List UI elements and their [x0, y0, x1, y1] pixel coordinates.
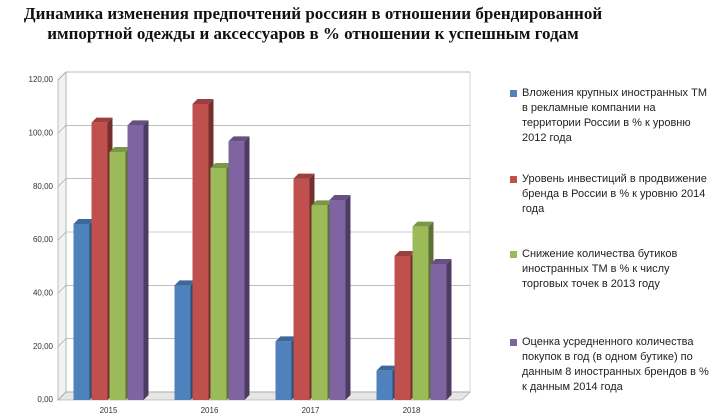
bar-side: [446, 259, 452, 400]
bar-front: [311, 205, 328, 400]
legend-swatch: [510, 251, 517, 258]
bar-top: [311, 200, 333, 206]
bar: [394, 251, 416, 400]
bar: [412, 221, 434, 400]
bar-side: [143, 120, 149, 400]
bar-front: [394, 256, 411, 400]
bar-side: [244, 136, 250, 401]
y-tick-label: 100,00: [29, 128, 54, 137]
bar-front: [210, 168, 227, 400]
bar-front: [329, 200, 346, 400]
legend-label: Уровень инвестиций в продвижение бренда …: [522, 173, 707, 215]
x-tick-label: 2015: [100, 406, 118, 415]
bar-front: [127, 125, 144, 400]
bar: [430, 259, 452, 400]
y-tick-label: 40,00: [33, 288, 54, 297]
bar: [210, 163, 232, 400]
x-tick-label: 2017: [302, 406, 320, 415]
bar-top: [73, 219, 95, 224]
y-tick-label: 120,00: [29, 75, 54, 84]
bar-top: [91, 117, 113, 123]
legend-swatch: [510, 90, 517, 97]
bar-front: [293, 178, 310, 400]
grid-line: [57, 71, 470, 81]
bar: [73, 219, 95, 400]
legend-label: Вложения крупных иностранных ТМ в реклам…: [522, 87, 707, 144]
bar-top: [376, 365, 398, 371]
bar: [329, 195, 351, 400]
bar-side: [345, 195, 351, 400]
legend-swatch: [510, 339, 517, 346]
legend-entry: Вложения крупных иностранных ТМ в реклам…: [510, 86, 714, 146]
y-tick-label: 0,00: [37, 395, 53, 404]
x-tick-label: 2018: [403, 406, 421, 415]
bar-top: [412, 221, 434, 227]
legend-entry: Уровень инвестиций в продвижение бренда …: [510, 172, 714, 217]
bar: [192, 99, 214, 400]
bar-front: [376, 370, 393, 400]
bar-top: [192, 99, 214, 104]
bar-front: [192, 104, 209, 400]
legend-label: Оценка усредненного количества покупок в…: [522, 336, 709, 393]
bar: [228, 136, 250, 401]
y-tick-label: 20,00: [33, 342, 54, 351]
grid-line: [57, 125, 470, 134]
grid-line: [57, 178, 470, 187]
bar-top: [210, 163, 232, 168]
bar-top: [127, 120, 149, 126]
bar: [275, 336, 297, 400]
bar-front: [174, 285, 191, 400]
bar: [376, 365, 398, 400]
bar: [127, 120, 149, 400]
bar-top: [109, 147, 131, 152]
legend-swatch: [510, 176, 517, 183]
bar-front: [73, 224, 90, 400]
y-tick-label: 60,00: [33, 235, 54, 244]
bar: [174, 280, 196, 400]
chart-title: Динамика изменения предпочтений россиян …: [23, 4, 603, 43]
bar: [91, 117, 113, 401]
bar: [293, 173, 315, 400]
bar-top: [228, 136, 250, 142]
bar-front: [275, 341, 292, 400]
legend-entry: Оценка усредненного количества покупок в…: [510, 335, 714, 395]
bar: [311, 200, 333, 400]
legend-label: Снижение количества бутиков иностранных …: [522, 248, 678, 290]
bar-front: [109, 152, 126, 400]
legend-entry: Снижение количества бутиков иностранных …: [510, 247, 714, 292]
bar-front: [412, 226, 429, 400]
bar-top: [394, 251, 416, 256]
bar-top: [174, 280, 196, 286]
y-tick-label: 80,00: [33, 182, 54, 191]
bar-top: [275, 336, 297, 342]
bar-front: [430, 264, 447, 400]
bar-top: [329, 195, 351, 200]
bar-front: [91, 122, 108, 401]
bar-front: [228, 141, 245, 401]
bar-top: [430, 259, 452, 264]
x-tick-label: 2016: [201, 406, 219, 415]
bar: [109, 147, 131, 400]
bar-top: [293, 173, 315, 179]
